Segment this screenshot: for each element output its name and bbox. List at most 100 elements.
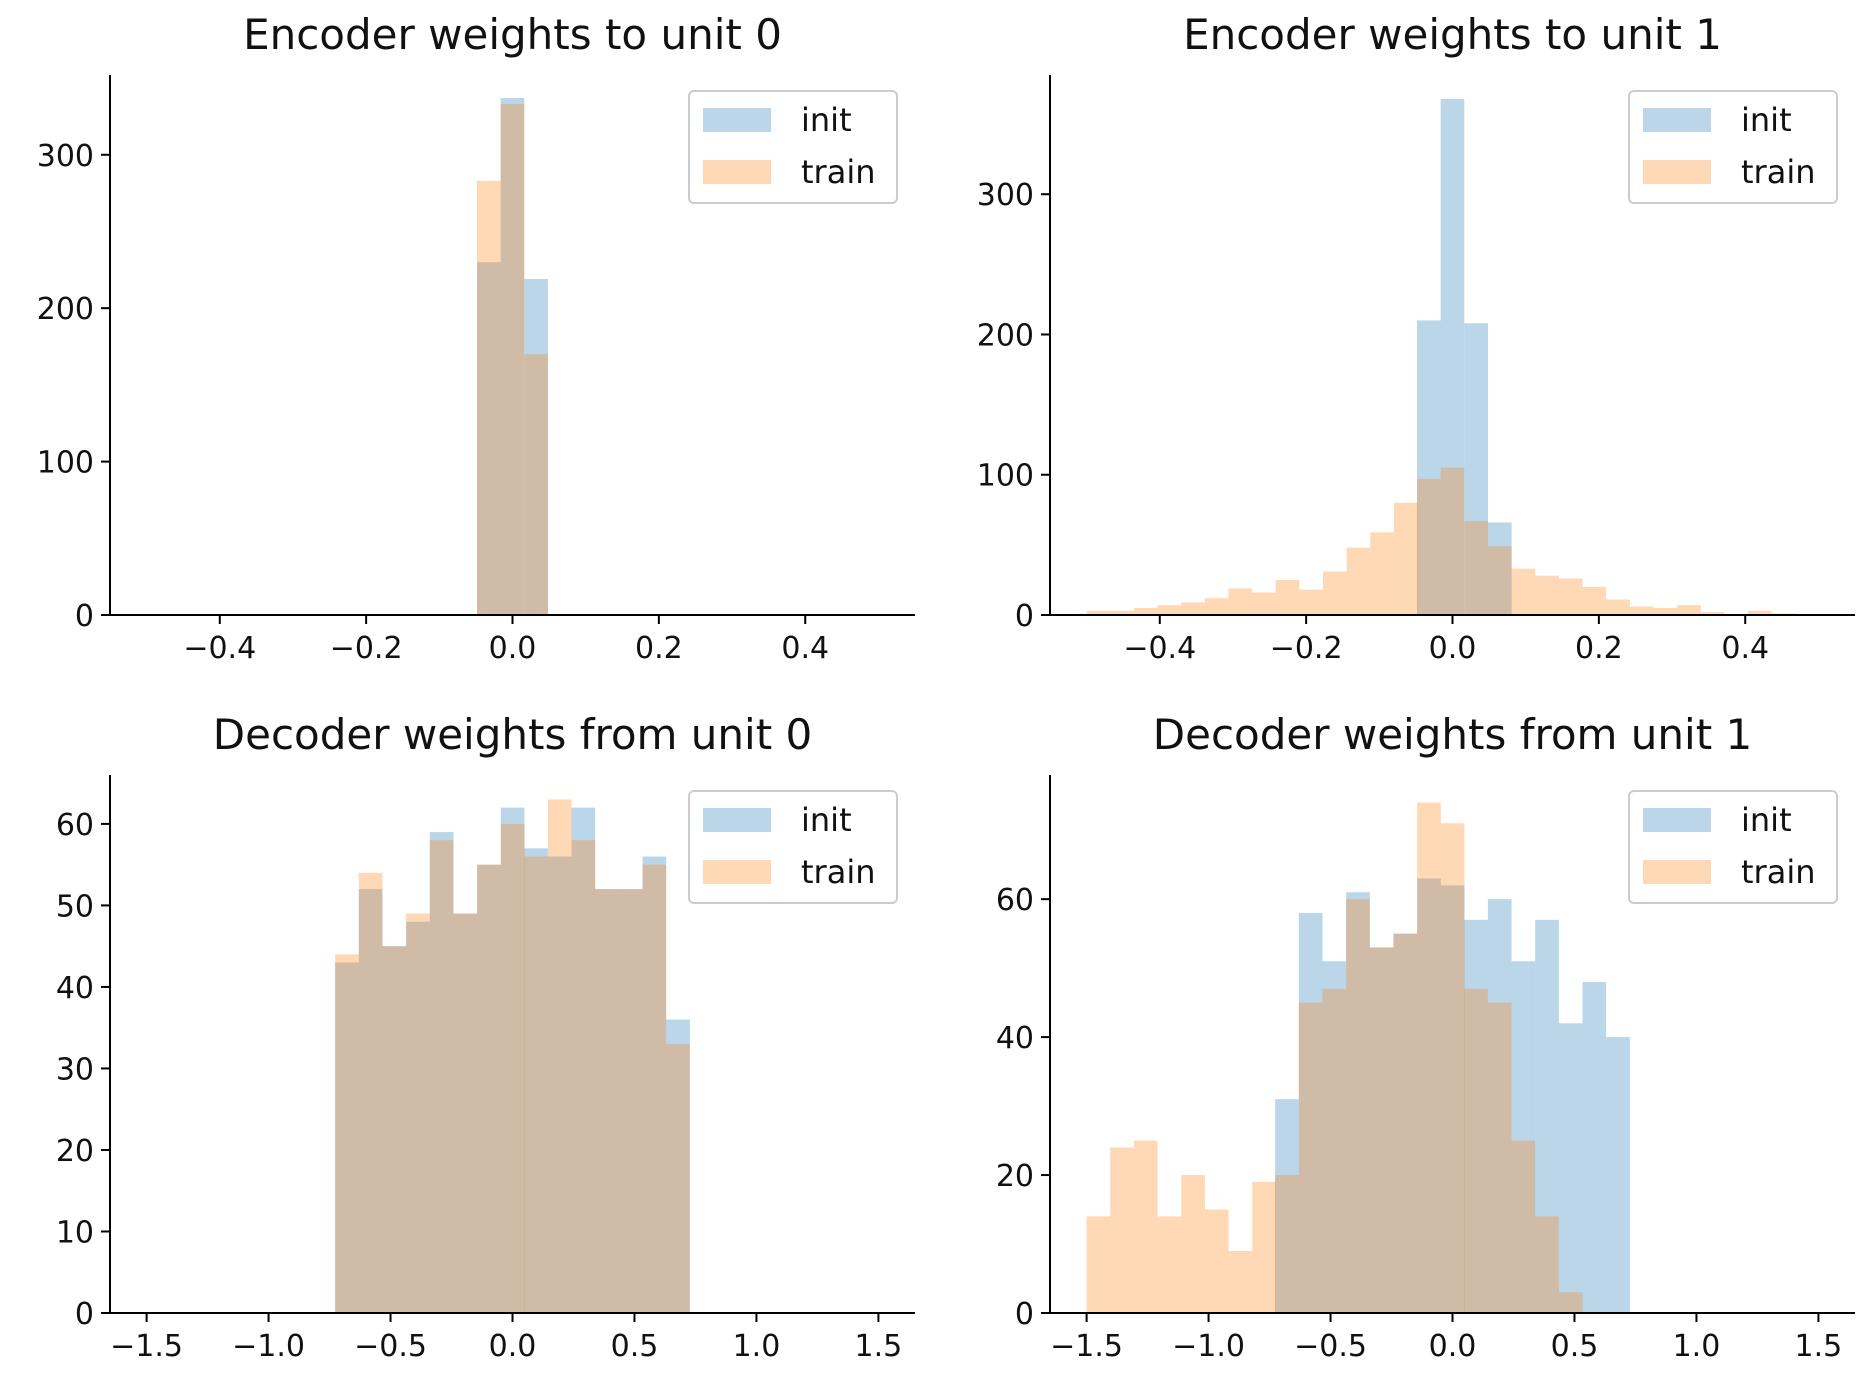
legend-label-init: init (1741, 101, 1792, 139)
histogram-bar-train (1228, 1250, 1253, 1313)
histogram-bar-init (1322, 961, 1347, 1313)
histogram-bar-train (1322, 571, 1347, 615)
histogram-bar-init (1440, 885, 1465, 1313)
x-tick-label: 1.5 (855, 1329, 903, 1364)
histogram-bar-train (1748, 610, 1772, 615)
histogram-bar-init (477, 864, 501, 1313)
histogram-bar-init (1487, 522, 1512, 615)
chart-title: Decoder weights from unit 1 (1153, 710, 1752, 759)
y-tick-label: 100 (977, 459, 1034, 494)
histogram-bar-train (1086, 610, 1111, 615)
histogram-bar-train (1157, 605, 1182, 615)
legend: init train (1628, 90, 1838, 204)
legend-swatch-train (703, 860, 771, 884)
x-tick-label: 0.2 (1575, 631, 1623, 666)
histogram-bar-train (1653, 607, 1678, 615)
series-train (335, 799, 690, 1313)
x-tick-label: −0.5 (354, 1329, 427, 1364)
histogram-bar-train (1110, 1147, 1134, 1313)
histogram-bar-init (500, 807, 525, 1313)
histogram-bar-train (453, 913, 478, 1313)
y-tick-label: 0 (75, 599, 94, 634)
y-tick-label: 300 (37, 139, 94, 174)
legend: init train (688, 790, 898, 904)
y-tick-label: 0 (1015, 599, 1034, 634)
histogram-bar-init (335, 962, 359, 1313)
x-tick-label: 1.0 (1673, 1329, 1721, 1364)
histogram-bar-train (1228, 588, 1253, 615)
series-init (1417, 98, 1512, 615)
x-tick-label: 0.4 (1721, 631, 1769, 666)
series-train (477, 104, 548, 615)
histogram-bar-train (1511, 568, 1536, 615)
histogram-bar-train (1133, 607, 1158, 615)
legend-frame (688, 90, 898, 204)
legend-swatch-train (703, 160, 771, 184)
histogram-bar-init (1346, 892, 1370, 1313)
series-init (1275, 878, 1630, 1313)
series-init (335, 807, 690, 1313)
histogram-bar-init (1440, 98, 1465, 615)
chart-title: Encoder weights to unit 0 (243, 10, 782, 59)
series-train (1086, 467, 1796, 615)
histogram-bar-init (406, 921, 430, 1313)
x-tick-label: −0.5 (1294, 1329, 1367, 1364)
histogram-bar-train (571, 840, 596, 1313)
histogram-bar-train (595, 889, 619, 1313)
histogram-bar-train (1535, 575, 1559, 615)
x-tick-label: 0.0 (1429, 631, 1477, 666)
histogram-bar-init (1487, 899, 1512, 1313)
histogram-bar-train (1298, 1002, 1323, 1313)
histogram-bar-train (1275, 579, 1300, 615)
x-tick-label: −0.4 (1123, 631, 1196, 666)
histogram-bar-init (1417, 878, 1441, 1313)
histogram-bar-train (1157, 1216, 1182, 1313)
histogram-bar-train (1677, 605, 1701, 615)
histogram-bar-train (335, 954, 359, 1313)
histogram-bar-init (595, 889, 619, 1313)
chart-title: Decoder weights from unit 0 (213, 710, 812, 759)
histogram-bar-train (1629, 606, 1654, 615)
histogram-bar-train (477, 180, 501, 615)
histogram-bar-init (358, 889, 383, 1313)
histogram-bar-init (524, 848, 548, 1313)
histogram-bar-init (1298, 912, 1323, 1313)
x-tick-label: −1.5 (1050, 1329, 1123, 1364)
legend: init train (688, 90, 898, 204)
histogram-bar-train (1252, 1181, 1276, 1313)
histogram-bar-train (382, 946, 407, 1313)
y-tick-label: 40 (56, 971, 94, 1006)
histogram-bar-init (571, 807, 596, 1313)
legend-swatch-init (1643, 108, 1711, 132)
histogram-bar-train (1252, 592, 1276, 615)
histogram-bar-train (1346, 899, 1370, 1313)
y-tick-label: 0 (75, 1297, 94, 1332)
histogram-bar-train (1299, 589, 1323, 615)
legend-label-init: init (801, 101, 852, 139)
x-tick-label: −1.0 (1172, 1329, 1245, 1364)
chart-panel-3: Decoder weights from unit 1 −1.5 −1.0 −0.5 0… (996, 710, 1855, 1364)
series-init (477, 98, 548, 616)
histogram-bar-train (1440, 467, 1465, 615)
histogram-bar-init (1464, 323, 1488, 615)
histogram-bar-train (1558, 578, 1583, 615)
legend-swatch-train (1643, 160, 1711, 184)
legend-swatch-init (1643, 808, 1711, 832)
histogram-bar-train (1110, 610, 1134, 615)
histogram-bar-train (1417, 802, 1441, 1313)
histogram-bar-train (1181, 602, 1205, 615)
x-tick-label: 1.5 (1795, 1329, 1843, 1364)
x-tick-label: −0.2 (1270, 631, 1343, 666)
histogram-bar-train (1346, 547, 1371, 615)
y-tick-label: 50 (56, 889, 94, 924)
x-tick-label: 0.5 (1551, 1329, 1599, 1364)
y-tick-label: 30 (56, 1052, 94, 1087)
x-tick-label: −1.0 (232, 1329, 305, 1364)
histogram-bar-init (1393, 933, 1418, 1313)
histogram-bar-train (524, 354, 548, 615)
histogram-bar-train (406, 913, 430, 1313)
histogram-bar-init (666, 1019, 690, 1313)
histogram-bar-train (1275, 1175, 1299, 1313)
histogram-bar-init (1464, 919, 1488, 1313)
